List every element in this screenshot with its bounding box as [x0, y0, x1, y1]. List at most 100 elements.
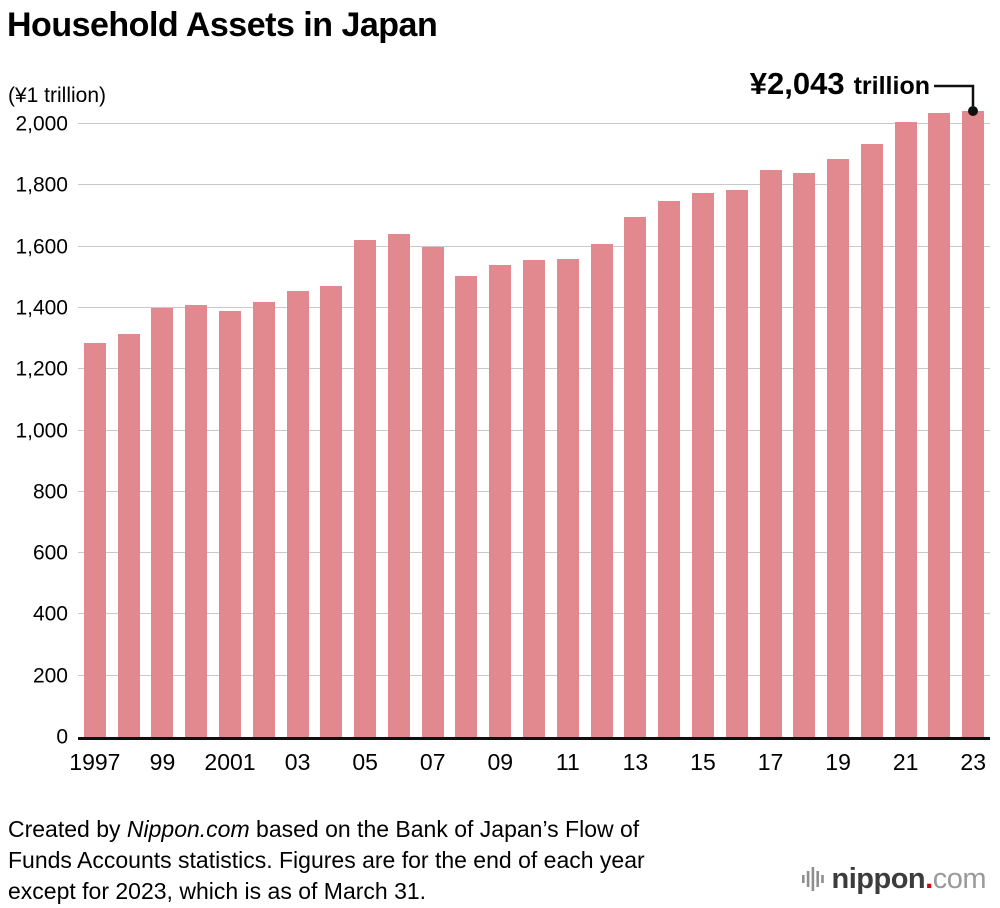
- page-title: Household Assets in Japan: [7, 6, 438, 44]
- bar-2019: [827, 159, 850, 737]
- bar-slot: 03: [281, 110, 315, 774]
- bar-2004: [320, 286, 343, 737]
- bar-slot: [923, 110, 957, 737]
- bar-slot: 21: [889, 110, 923, 774]
- bar-slot: 11: [551, 110, 585, 774]
- annotation-value: ¥2,043: [749, 66, 845, 101]
- x-tick-label: 21: [892, 749, 919, 775]
- bar-slot: [585, 110, 619, 737]
- bar-series: 1997 99 2001 03 05 07 09 11 13 15 17 19 21 23: [69, 106, 990, 774]
- bar-2013: [624, 217, 647, 737]
- y-tick-label: 1,200: [15, 357, 68, 381]
- bar-2022: [928, 113, 951, 737]
- equalizer-bars-icon: [801, 867, 824, 891]
- bar-slot: [450, 110, 484, 737]
- bar-2002: [252, 302, 275, 737]
- bar-slot: 07: [416, 110, 450, 774]
- x-tick-label: 05: [352, 749, 378, 775]
- bar-2010: [523, 260, 546, 737]
- bar-2021: [894, 122, 917, 737]
- bar-slot: [652, 110, 686, 737]
- nippon-com-logo: nippon.com: [801, 862, 987, 895]
- bar-slot: 23: [956, 106, 990, 774]
- gridline: [78, 184, 990, 186]
- bar-slot: 05: [348, 110, 382, 774]
- source-note-line: Funds Accounts statistics. Figures are f…: [8, 847, 645, 874]
- y-tick-label: 0: [56, 725, 68, 749]
- x-tick-label: 07: [419, 749, 446, 775]
- bar-slot: [112, 110, 146, 737]
- x-tick-label: 11: [555, 749, 580, 775]
- bar-2023: [962, 106, 985, 737]
- y-axis: 0 200 400 600 800 1,000 1,200 1,400 1,600 1,800 2,…: [0, 110, 68, 748]
- bar-slot: [720, 110, 754, 737]
- bar-slot: [787, 110, 821, 737]
- x-tick-label: 1997: [69, 749, 121, 775]
- x-tick-label: 19: [825, 749, 851, 775]
- bar-2001: [219, 311, 242, 737]
- bar-2011: [556, 259, 579, 737]
- x-tick-label: 17: [757, 749, 784, 775]
- y-tick-label: 800: [32, 480, 68, 504]
- bar-2000: [185, 305, 208, 737]
- bar-2008: [455, 276, 478, 737]
- x-tick-label: 2001: [204, 749, 256, 775]
- y-tick-label: 1,600: [15, 235, 68, 259]
- y-tick-label: 2,000: [15, 112, 68, 136]
- bar-2018: [793, 173, 816, 737]
- bar-slot: [517, 110, 551, 737]
- bar-slot: 1997: [69, 110, 120, 774]
- bar-slot: [855, 110, 889, 737]
- y-tick-label: 1,000: [15, 419, 68, 442]
- bar-slot: [314, 110, 348, 737]
- bar-slot: 2001: [204, 110, 256, 774]
- bar-2003: [286, 291, 309, 737]
- bar-slot: 17: [754, 110, 788, 774]
- bar-2016: [725, 190, 748, 737]
- y-tick-label: 200: [32, 664, 68, 688]
- bar-2020: [860, 144, 883, 737]
- x-tick-label: 23: [960, 749, 986, 775]
- y-tick-label: 600: [32, 541, 68, 565]
- source-note-line: except for 2023, which is as of March 31…: [8, 878, 427, 905]
- gridline: [78, 123, 990, 124]
- bar-slot: [382, 110, 416, 737]
- bar-slot: [247, 110, 281, 737]
- bar-2012: [590, 244, 613, 737]
- bar-2017: [759, 170, 782, 737]
- bar-slot: 13: [619, 110, 653, 774]
- bar-2014: [658, 201, 681, 737]
- y-axis-unit-label: (¥1 trillion): [8, 84, 107, 107]
- x-tick-label: 13: [622, 749, 649, 775]
- bar-2006: [387, 234, 410, 737]
- bar-2009: [489, 265, 512, 737]
- x-tick-label: 09: [487, 749, 514, 775]
- bar-1997: [83, 343, 106, 737]
- bar-slot: [179, 110, 213, 737]
- bar-1999: [151, 308, 174, 737]
- bar-2007: [421, 247, 444, 737]
- peak-value-annotation: ¥2,043 trillion: [750, 66, 930, 102]
- y-tick-label: 400: [32, 602, 68, 626]
- bar-slot: 99: [146, 110, 180, 774]
- bar-slot: 15: [686, 110, 720, 774]
- bar-slot: 19: [821, 110, 855, 774]
- x-tick-label: 15: [690, 749, 716, 775]
- annotation-data-point-dot: [968, 106, 979, 116]
- source-note-line: Created by Nippon.com based on the Bank …: [8, 816, 640, 842]
- bar-slot: 09: [483, 110, 517, 774]
- bar-1998: [117, 334, 140, 737]
- y-tick-label: 1,800: [15, 173, 68, 197]
- plot-area: 1997 99 2001 03 05 07 09 11 13 15 17 19 21 23: [69, 106, 990, 774]
- logo-wordmark: nippon.com: [831, 862, 987, 895]
- source-note: Created by Nippon.com based on the Bank …: [8, 814, 645, 907]
- bar-2005: [354, 240, 377, 737]
- annotation-suffix: trillion: [853, 72, 930, 100]
- x-tick-label: 99: [149, 749, 176, 775]
- gridline: [78, 245, 990, 247]
- x-tick-label: 03: [284, 749, 311, 775]
- y-tick-label: 1,400: [15, 296, 68, 320]
- source-name: Nippon.com: [126, 816, 250, 842]
- bar-2015: [691, 193, 714, 737]
